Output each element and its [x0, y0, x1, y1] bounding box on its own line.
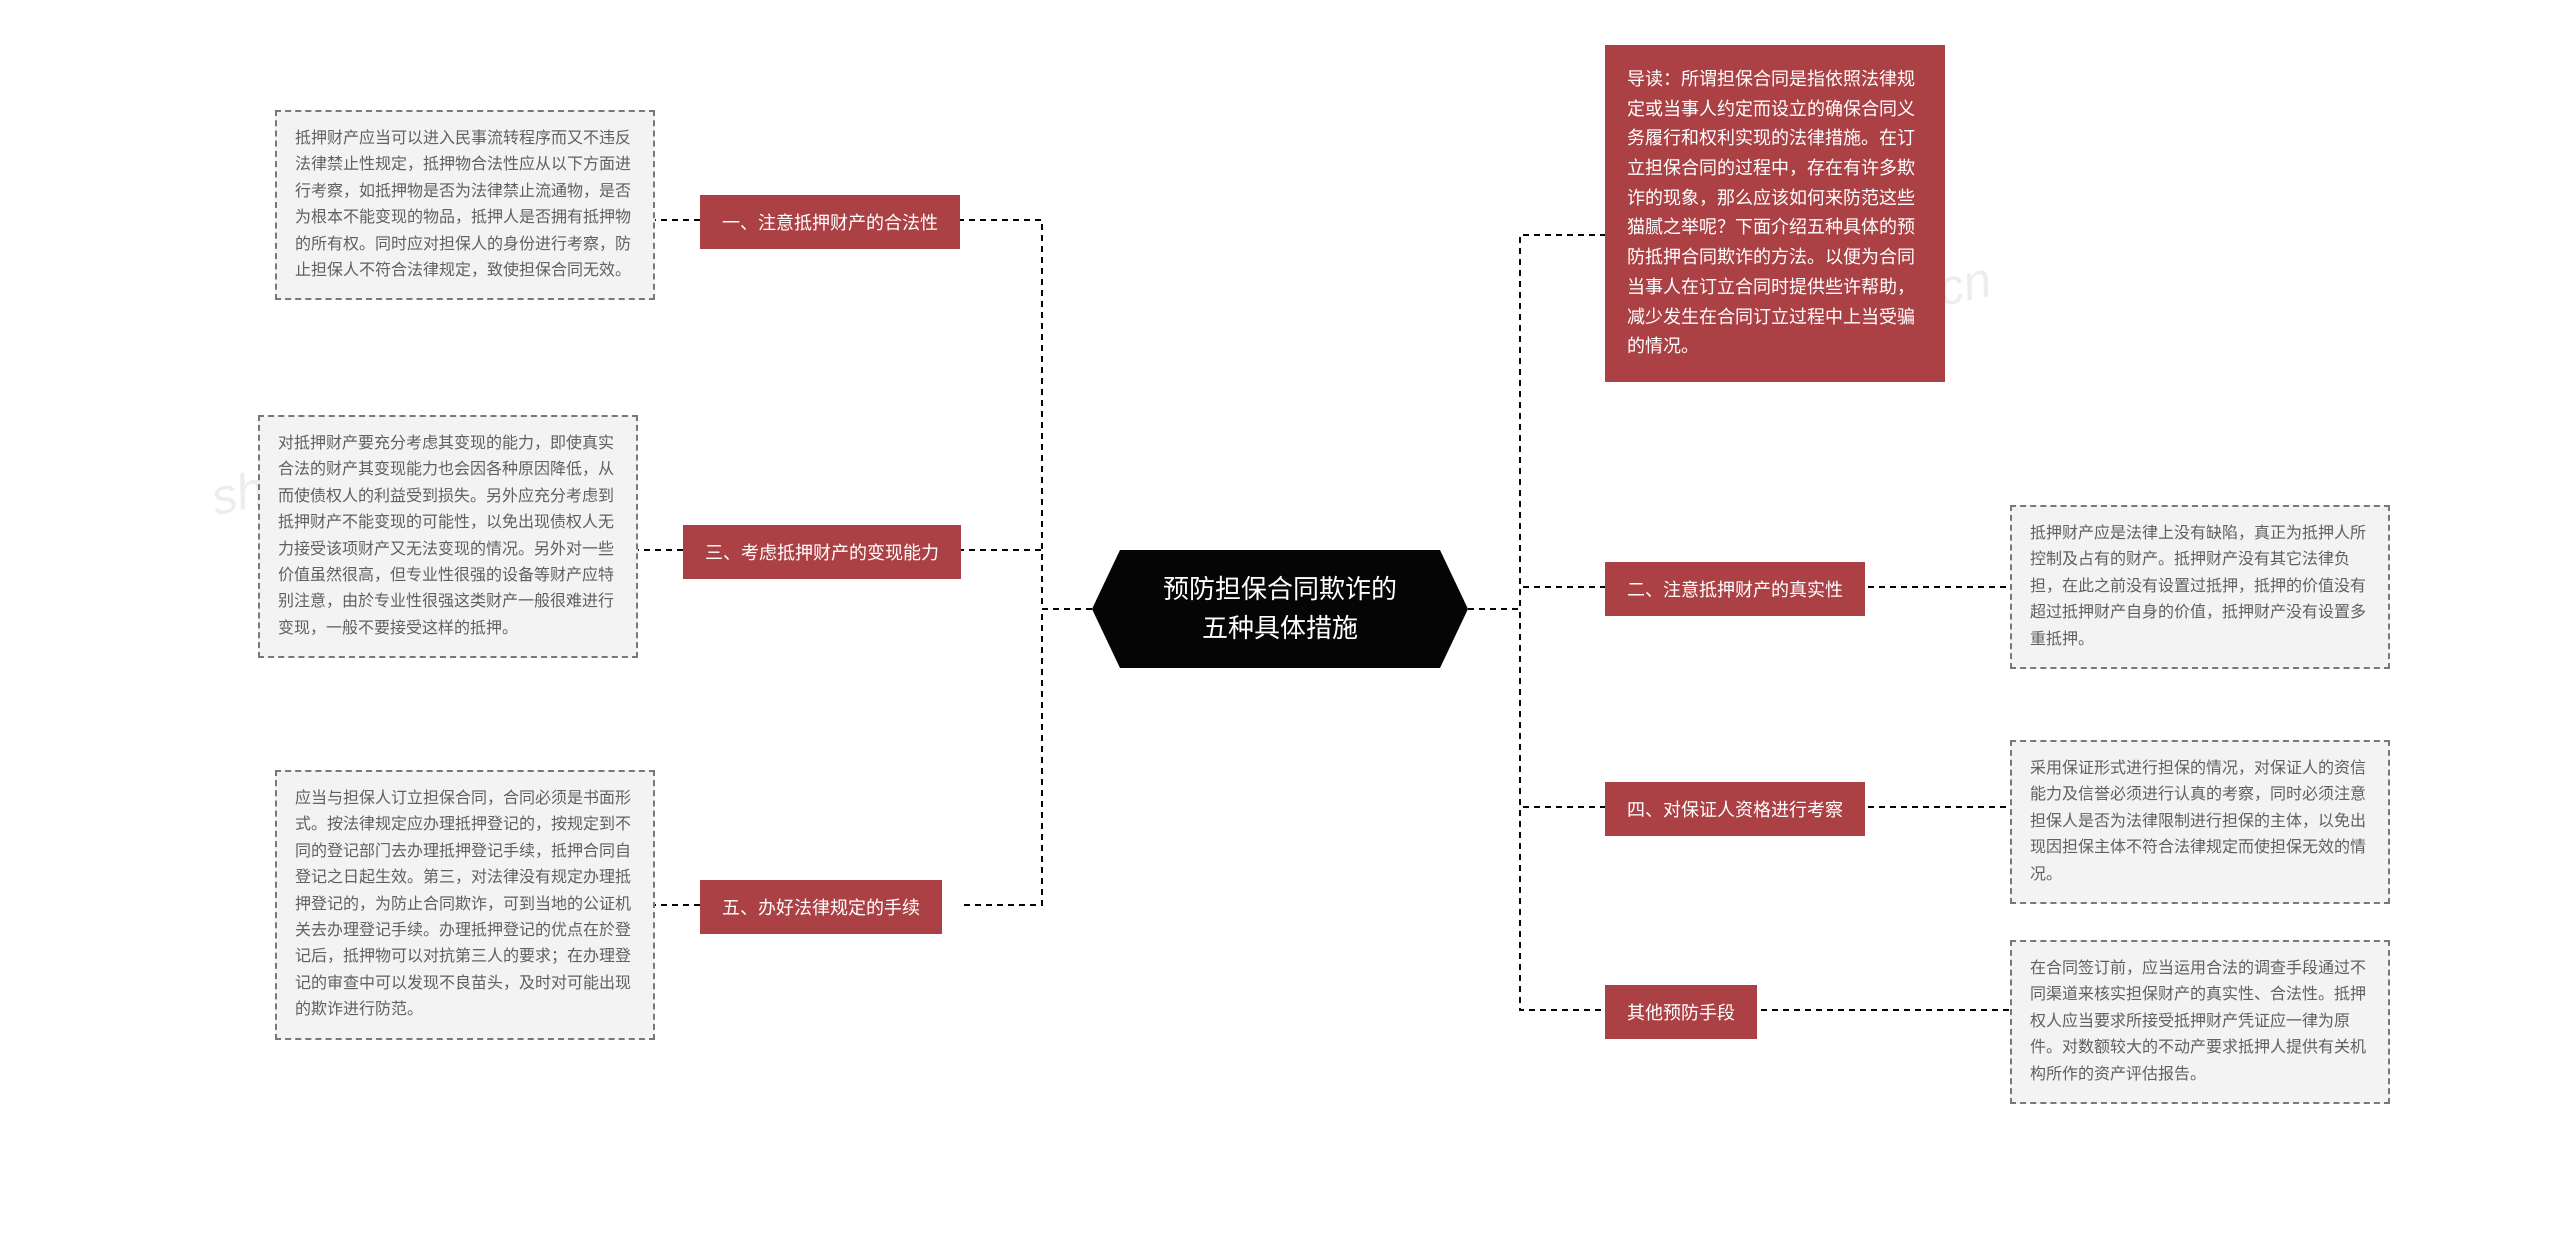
- branch-left-2-label: 三、考虑抵押财产的变现能力: [705, 543, 939, 563]
- branch-left-3-label: 五、办好法律规定的手续: [722, 898, 920, 918]
- leaf-left-2-text: 对抵押财产要充分考虑其变现的能力，即使真实合法的财产其变现能力也会因各种原因降低…: [278, 435, 614, 637]
- leaf-right-3-text: 在合同签订前，应当运用合法的调查手段通过不同渠道来核实担保财产的真实性、合法性。…: [2030, 960, 2366, 1083]
- branch-right-1: 二、注意抵押财产的真实性: [1605, 562, 1865, 616]
- intro-node: 导读：所谓担保合同是指依照法律规定或当事人约定而设立的确保合同义务履行和权利实现…: [1605, 45, 1945, 382]
- center-label: 预防担保合同欺诈的五种具体措施: [1163, 574, 1397, 643]
- leaf-right-1: 抵押财产应是法律上没有缺陷，真正为抵押人所控制及占有的财产。抵押财产没有其它法律…: [2010, 505, 2390, 669]
- branch-left-3: 五、办好法律规定的手续: [700, 880, 942, 934]
- branch-left-2: 三、考虑抵押财产的变现能力: [683, 525, 961, 579]
- intro-text: 导读：所谓担保合同是指依照法律规定或当事人约定而设立的确保合同义务履行和权利实现…: [1627, 69, 1915, 356]
- branch-right-2: 四、对保证人资格进行考察: [1605, 782, 1865, 836]
- leaf-left-2: 对抵押财产要充分考虑其变现的能力，即使真实合法的财产其变现能力也会因各种原因降低…: [258, 415, 638, 658]
- leaf-left-3-text: 应当与担保人订立担保合同，合同必须是书面形式。按法律规定应办理抵押登记的，按规定…: [295, 790, 631, 1018]
- branch-right-2-label: 四、对保证人资格进行考察: [1627, 800, 1843, 820]
- leaf-right-2-text: 采用保证形式进行担保的情况，对保证人的资信能力及信誉必须进行认真的考察，同时必须…: [2030, 760, 2366, 883]
- leaf-left-3: 应当与担保人订立担保合同，合同必须是书面形式。按法律规定应办理抵押登记的，按规定…: [275, 770, 655, 1040]
- branch-left-1: 一、注意抵押财产的合法性: [700, 195, 960, 249]
- leaf-right-1-text: 抵押财产应是法律上没有缺陷，真正为抵押人所控制及占有的财产。抵押财产没有其它法律…: [2030, 525, 2366, 648]
- center-node: 预防担保合同欺诈的五种具体措施: [1120, 550, 1440, 668]
- branch-left-1-label: 一、注意抵押财产的合法性: [722, 213, 938, 233]
- branch-right-3: 其他预防手段: [1605, 985, 1757, 1039]
- branch-right-3-label: 其他预防手段: [1627, 1003, 1735, 1023]
- leaf-left-1: 抵押财产应当可以进入民事流转程序而又不违反法律禁止性规定，抵押物合法性应从以下方…: [275, 110, 655, 300]
- branch-right-1-label: 二、注意抵押财产的真实性: [1627, 580, 1843, 600]
- leaf-right-2: 采用保证形式进行担保的情况，对保证人的资信能力及信誉必须进行认真的考察，同时必须…: [2010, 740, 2390, 904]
- leaf-right-3: 在合同签订前，应当运用合法的调查手段通过不同渠道来核实担保财产的真实性、合法性。…: [2010, 940, 2390, 1104]
- leaf-left-1-text: 抵押财产应当可以进入民事流转程序而又不违反法律禁止性规定，抵押物合法性应从以下方…: [295, 130, 631, 279]
